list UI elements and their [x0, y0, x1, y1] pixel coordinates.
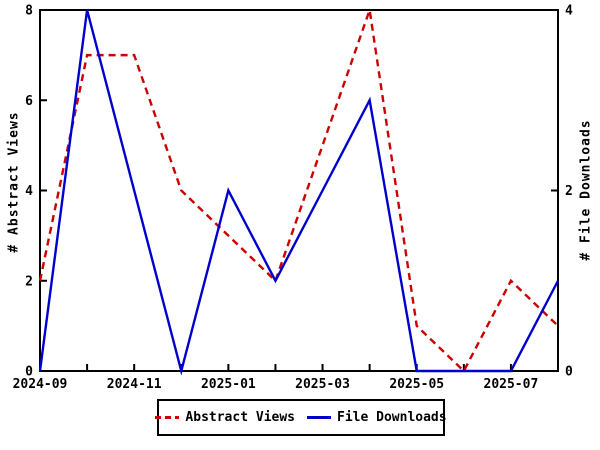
- series-line-abstract-views: [38, 9, 559, 373]
- right-tick-label: 0: [565, 365, 573, 380]
- left-axis-title: # Abstract Views: [6, 111, 22, 253]
- legend-label-file-downloads: File Downloads: [337, 410, 447, 425]
- left-tick-label: 0: [25, 365, 33, 380]
- right-tick-label: 4: [565, 4, 573, 19]
- legend-box: Abstract Views File Downloads: [155, 399, 447, 436]
- left-tick-label: 8: [25, 4, 33, 19]
- right-axis-title: # File Downloads: [578, 119, 594, 261]
- left-tick-label: 4: [25, 184, 33, 199]
- right-tick-label: 2: [565, 184, 573, 199]
- solid-line-icon: [307, 416, 331, 419]
- legend-label-abstract-views: Abstract Views: [185, 410, 295, 425]
- x-tick-label: 2025-07: [484, 377, 539, 392]
- x-tick-label: 2024-11: [107, 377, 162, 392]
- left-tick-label: 6: [25, 94, 33, 109]
- plot-frame: [39, 9, 559, 372]
- x-tick-label: 2025-05: [389, 377, 444, 392]
- left-tick-label: 2: [25, 274, 33, 289]
- x-tick-label: 2025-03: [295, 377, 350, 392]
- x-tick-label: 2024-09: [13, 377, 68, 392]
- legend-entry-file-downloads: File Downloads: [307, 410, 447, 425]
- legend-entry-abstract-views: Abstract Views: [155, 410, 295, 425]
- x-tick-label: 2025-01: [201, 377, 256, 392]
- series-line-file-downloads: [38, 9, 560, 376]
- dashed-line-icon: [155, 416, 180, 419]
